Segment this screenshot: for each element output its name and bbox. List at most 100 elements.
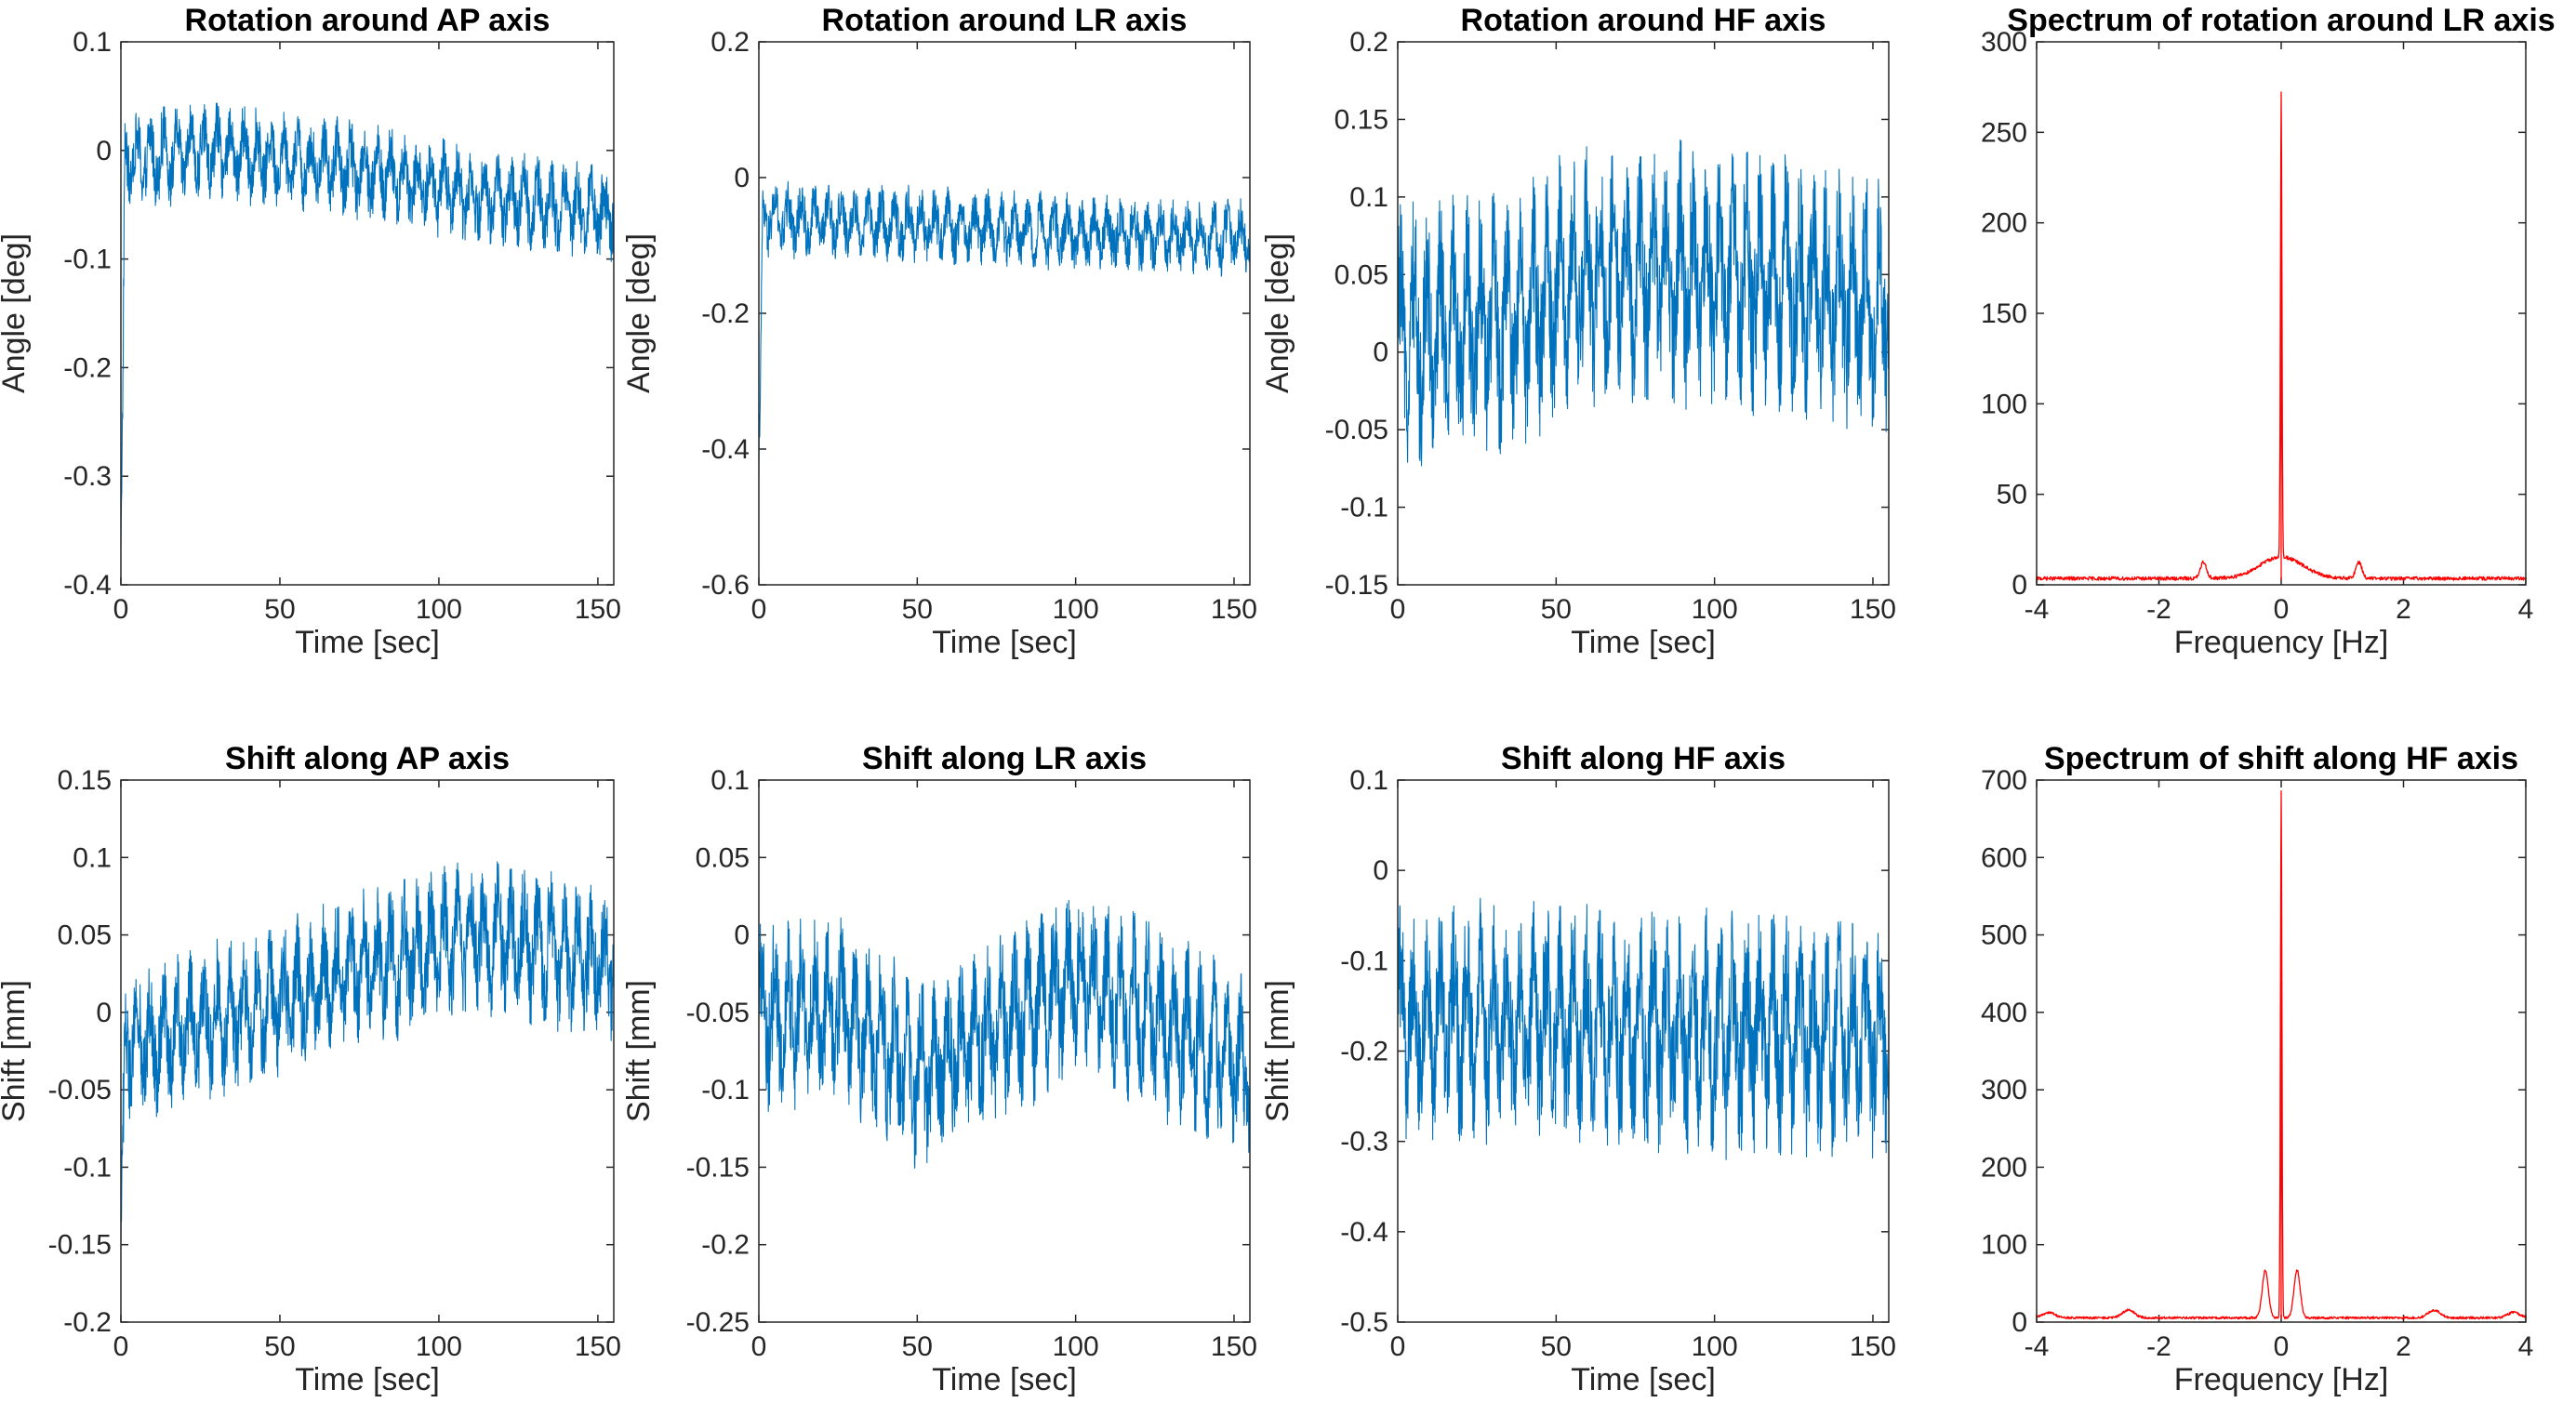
y-tick-label: -0.1: [63, 1152, 112, 1183]
y-tick-label: 600: [1981, 842, 2027, 873]
shift-along-lr-axis-chart: 0 50 100 150 -0.25 -0.2 -0.15 -0.1 -0.05 0 0.05 0.1…: [621, 741, 1257, 1397]
y-tick-label: 700: [1981, 765, 2027, 796]
x-axis-label: Frequency [Hz]: [2174, 625, 2389, 660]
rotation-around-hf-axis-chart: 0 50 100 150 -0.15 -0.1 -0.05 0 0.05 0.1 0.15 0.2 Ro…: [1260, 3, 1896, 660]
series-line-spectrum_shift_hf: [2036, 789, 2527, 1320]
x-tick-label: 150: [1211, 594, 1257, 625]
y-tick-label: 0.05: [696, 842, 750, 873]
y-tick-label: 250: [1981, 117, 2027, 148]
x-tick-label: 50: [902, 594, 933, 625]
plot-area: [2036, 779, 2527, 1323]
x-axis-label: Time [sec]: [932, 625, 1077, 660]
y-tick-label: 0: [96, 136, 112, 166]
y-tick-label: -0.05: [48, 1075, 112, 1105]
y-tick-label: -0.25: [686, 1307, 750, 1338]
y-tick-label: -0.05: [686, 998, 750, 1028]
x-tick-label: 50: [902, 1331, 933, 1362]
y-tick-label: -0.2: [701, 298, 750, 329]
y-tick-label: 300: [1981, 27, 2027, 58]
x-tick-label: 0: [751, 1331, 767, 1362]
y-tick-label: -0.5: [1340, 1307, 1388, 1338]
rotation-around-lr-axis-chart: 0 50 100 150 -0.6 -0.4 -0.2 0 0.2 Rotation around…: [621, 3, 1257, 660]
y-tick-label: -0.15: [686, 1152, 750, 1183]
chart-title: Shift along AP axis: [225, 741, 510, 776]
y-tick-label: 200: [1981, 1152, 2027, 1183]
y-tick-label: -0.1: [1340, 493, 1388, 523]
x-tick-label: 150: [1850, 1331, 1896, 1362]
x-tick-label: -2: [2146, 594, 2171, 625]
y-tick-label: 0.1: [1349, 182, 1388, 213]
x-axis-label: Time [sec]: [295, 625, 440, 660]
x-tick-label: 100: [1692, 1331, 1738, 1362]
series-line-rotation_ap: [120, 102, 615, 548]
y-axis-label: Shift [mm]: [1260, 980, 1295, 1122]
x-tick-label: 150: [1850, 594, 1896, 625]
y-tick-label: 300: [1981, 1075, 2027, 1105]
y-tick-label: 400: [1981, 998, 2027, 1028]
y-tick-label: 50: [1997, 480, 2027, 510]
y-axis-label: Angle [deg]: [621, 233, 657, 393]
x-tick-label: 0: [751, 594, 767, 625]
y-tick-label: -0.6: [701, 570, 750, 601]
y-tick-label: -0.1: [63, 245, 112, 275]
y-tick-label: -0.05: [1325, 415, 1388, 445]
y-axis-label: Angle [deg]: [1260, 233, 1295, 393]
series-line-spectrum_rotation_lr: [2036, 91, 2527, 581]
x-axis-label: Time [sec]: [295, 1362, 440, 1397]
y-tick-label: -0.4: [63, 570, 112, 601]
y-tick-label: 0: [2012, 1307, 2027, 1338]
spectrum-of-shift-along-hf-axis-chart: -4 -2 0 2 4 0 100 200 300 400 500 600 700 Spectrum of…: [1981, 741, 2533, 1397]
series-line-rotation_hf: [1397, 139, 1890, 467]
x-tick-label: 4: [2518, 1331, 2534, 1362]
x-tick-label: 0: [1390, 1331, 1406, 1362]
y-tick-label: 0.05: [58, 920, 112, 951]
y-tick-label: 0: [734, 163, 750, 193]
plot-area: [1397, 41, 1890, 586]
y-tick-label: 0.15: [58, 765, 112, 796]
x-tick-label: 50: [264, 1331, 295, 1362]
x-tick-label: 0: [113, 1331, 129, 1362]
rotation-around-ap-axis-chart: 0 50 100 150 -0.4 -0.3 -0.2 -0.1 0 0.1 Rotation ar…: [0, 3, 621, 660]
chart-title: Spectrum of rotation around LR axis: [2007, 3, 2555, 38]
x-tick-label: 150: [575, 594, 621, 625]
series-line-shift_hf: [1397, 897, 1890, 1160]
x-axis-label: Time [sec]: [932, 1362, 1077, 1397]
series-line-shift_ap: [120, 861, 615, 1251]
y-axis-label: Angle [deg]: [0, 233, 32, 393]
x-tick-label: 0: [2274, 594, 2290, 625]
plot-area: [758, 779, 1251, 1323]
plot-area: [120, 41, 615, 586]
series-line-rotation_lr: [758, 180, 1251, 476]
y-tick-label: -0.2: [701, 1230, 750, 1261]
x-tick-label: 0: [1390, 594, 1406, 625]
y-tick-label: 0.2: [710, 27, 750, 58]
chart-title: Spectrum of shift along HF axis: [2044, 741, 2518, 776]
y-tick-label: -0.15: [48, 1230, 112, 1261]
x-axis-label: Time [sec]: [1571, 1362, 1716, 1397]
y-tick-label: 0.1: [710, 765, 750, 796]
chart-title: Rotation around HF axis: [1461, 3, 1826, 38]
x-tick-label: 50: [1541, 1331, 1572, 1362]
y-tick-label: 0.1: [73, 27, 112, 58]
x-tick-label: 2: [2396, 594, 2411, 625]
y-tick-label: -0.15: [1325, 570, 1388, 601]
y-tick-label: -0.3: [1340, 1127, 1388, 1158]
shift-along-ap-axis-chart: 0 50 100 150 -0.2 -0.15 -0.1 -0.05 0 0.05 0.1 0.15 S…: [0, 741, 621, 1397]
x-tick-label: 2: [2396, 1331, 2411, 1362]
x-tick-label: 100: [1692, 594, 1738, 625]
plot-area: [2036, 41, 2527, 586]
y-tick-label: 150: [1981, 298, 2027, 329]
x-axis-label: Frequency [Hz]: [2174, 1362, 2389, 1397]
y-tick-label: 200: [1981, 208, 2027, 239]
y-tick-label: 0: [2012, 570, 2027, 601]
y-tick-label: -0.1: [701, 1075, 750, 1105]
y-tick-label: 0.1: [73, 842, 112, 873]
y-tick-label: -0.4: [1340, 1217, 1388, 1248]
x-tick-label: 150: [575, 1331, 621, 1362]
y-tick-label: -0.4: [701, 434, 750, 465]
x-tick-label: 0: [113, 594, 129, 625]
x-tick-label: 4: [2518, 594, 2534, 625]
y-tick-label: -0.2: [1340, 1037, 1388, 1067]
x-axis-label: Time [sec]: [1571, 625, 1716, 660]
